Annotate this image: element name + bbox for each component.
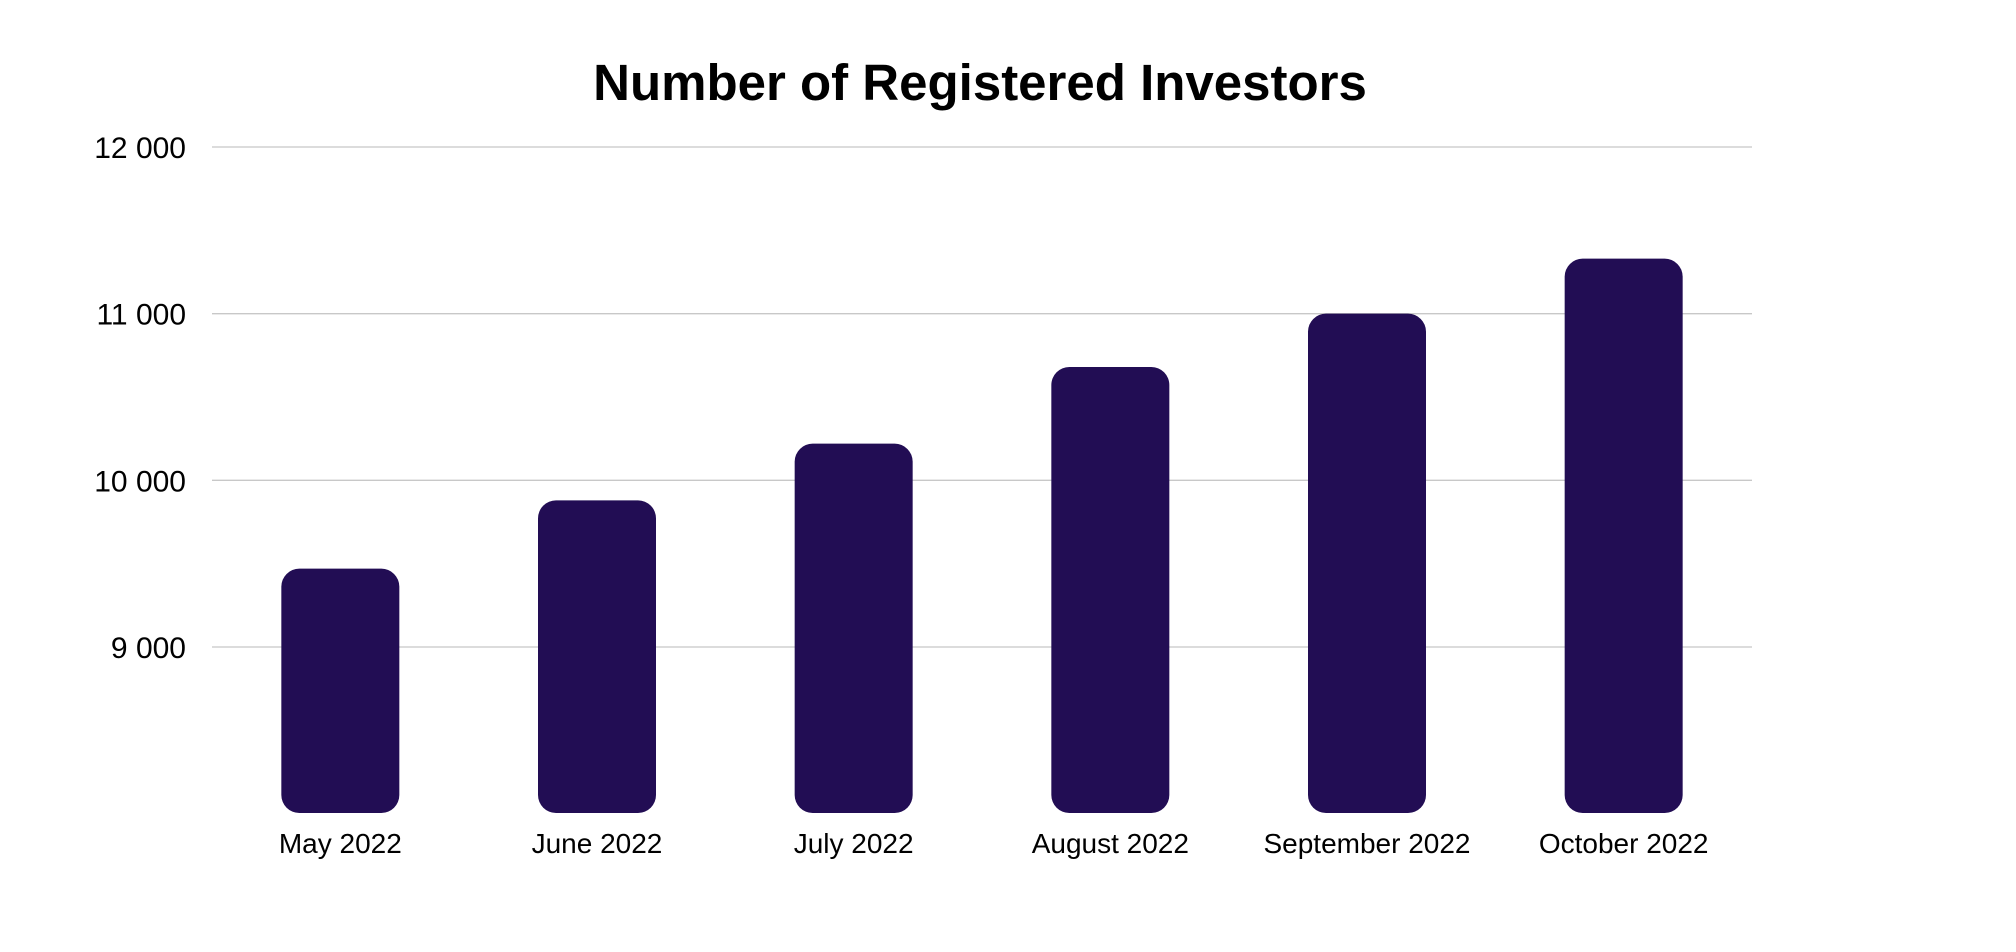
y-tick-label: 9 000 [111, 632, 186, 665]
bar [1308, 313, 1426, 813]
x-axis-labels: May 2022 June 2022 July 2022 August 2022 Sep… [279, 828, 1709, 859]
y-tick-label: 10 000 [94, 465, 186, 498]
bar [1051, 367, 1170, 813]
y-axis-ticks: 9 000 10 000 11 000 12 000 [94, 132, 186, 665]
y-tick-label: 11 000 [96, 299, 186, 332]
gridlines [212, 146, 1752, 648]
x-category-label: October 2022 [1539, 828, 1709, 859]
x-category-label: June 2022 [532, 828, 663, 859]
x-category-label: July 2022 [794, 828, 914, 859]
y-tick-label: 12 000 [94, 132, 186, 165]
bar [281, 568, 400, 813]
x-category-label: May 2022 [279, 828, 402, 859]
bar [1564, 258, 1683, 814]
bar [794, 443, 913, 813]
chart-title: Number of Registered Investors [593, 54, 1367, 111]
x-category-label: August 2022 [1032, 828, 1189, 859]
bar [538, 500, 656, 813]
bars [281, 258, 1683, 814]
x-category-label: September 2022 [1263, 828, 1470, 859]
